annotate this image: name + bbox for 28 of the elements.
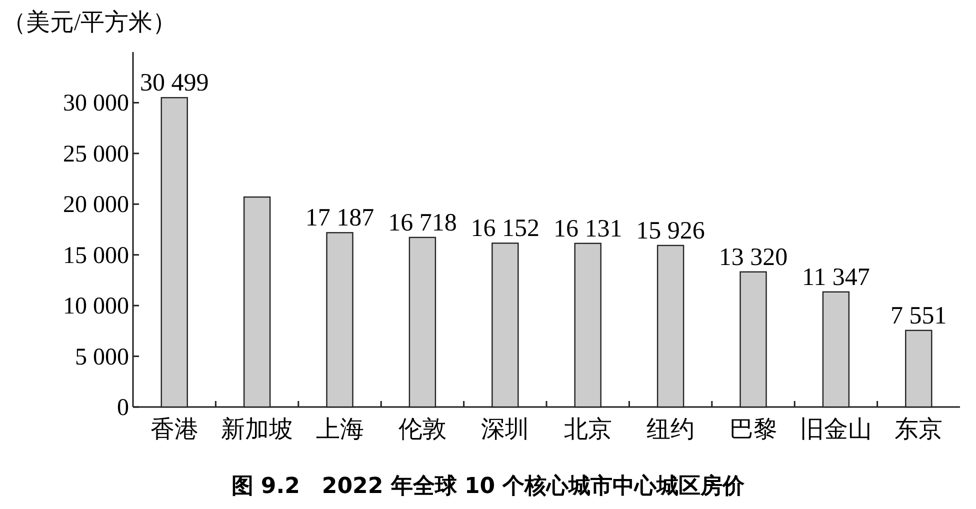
x-tick-label: 新加坡 — [221, 416, 294, 443]
y-tick-label: 10 000 — [63, 294, 129, 320]
data-label: 16 718 — [388, 209, 457, 236]
x-tick-label: 东京 — [894, 416, 943, 443]
data-label: 16 131 — [553, 215, 622, 242]
x-tick-label: 旧金山 — [800, 417, 872, 443]
y-axis-title: （美元/平方米） — [2, 9, 177, 36]
data-label: 15 926 — [636, 217, 705, 244]
data-label: 30 499 — [140, 70, 209, 97]
x-tick-label: 深圳 — [481, 417, 530, 443]
data-label: 16 152 — [470, 215, 540, 242]
y-tick-label: 20 000 — [63, 192, 129, 218]
data-label: 13 320 — [718, 244, 788, 271]
y-tick-label: 30 000 — [63, 90, 129, 117]
y-tick-label: 0 — [117, 395, 129, 421]
y-tick-label: 25 000 — [63, 141, 129, 168]
x-tick-label: 伦敦 — [398, 417, 446, 443]
x-tick-label: 北京 — [564, 416, 612, 443]
text: 图 9.2 2022 年全球 10 个核心城市中心城区房价 — [231, 473, 746, 499]
y-tick-label: 15 000 — [63, 242, 129, 269]
y-tick-label: 5 000 — [75, 344, 129, 370]
data-label: 17 187 — [305, 204, 374, 232]
x-tick-label: 上海 — [316, 417, 364, 443]
x-tick-label: 纽约 — [646, 417, 695, 443]
x-tick-label: 巴黎 — [729, 417, 778, 443]
data-label: 11 347 — [802, 264, 870, 291]
x-tick-label: 香港 — [150, 417, 198, 443]
data-label: 7 551 — [890, 302, 947, 330]
